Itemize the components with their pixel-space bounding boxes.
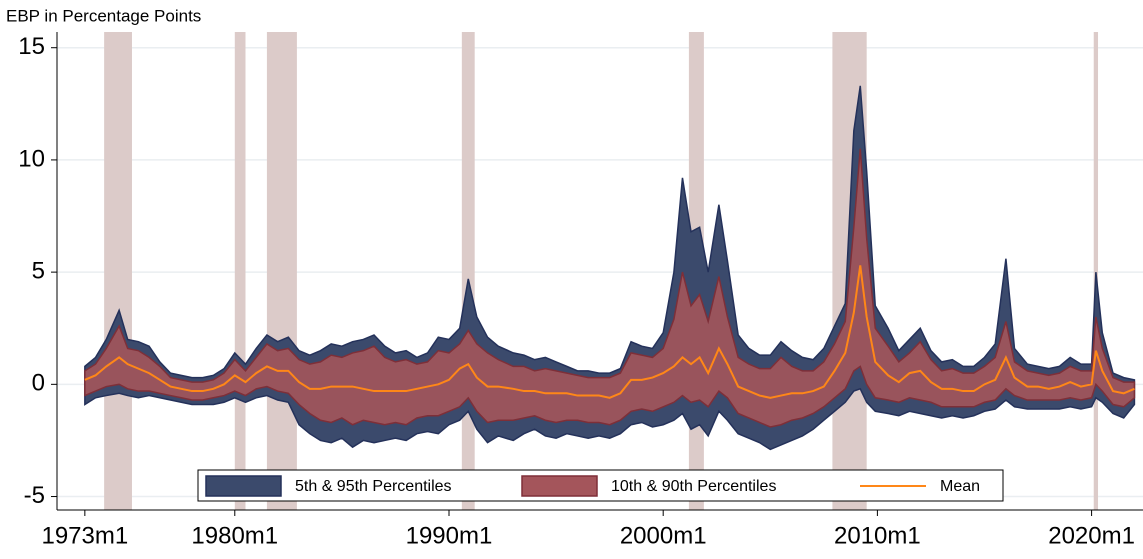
recession-shade	[461, 32, 475, 510]
y-tick-label: 15	[18, 33, 45, 60]
band-area	[84, 148, 1136, 428]
mean-line	[84, 265, 1135, 399]
legend-swatch	[205, 475, 282, 497]
x-tick-label: 2020m1	[1048, 522, 1135, 549]
x-tick-label: 1973m1	[41, 522, 128, 549]
recession-shade	[104, 32, 132, 510]
legend-label: Mean	[940, 478, 980, 495]
x-tick-label: 2010m1	[834, 522, 921, 549]
legend-swatch	[521, 475, 598, 497]
recession-shade	[234, 32, 246, 510]
x-tick-label: 1980m1	[191, 522, 278, 549]
legend-label: 10th & 90th Percentiles	[611, 478, 776, 495]
recession-shade	[266, 32, 297, 510]
recession-shade	[1093, 32, 1099, 510]
legend-label: 5th & 95th Percentiles	[295, 478, 452, 495]
y-tick-label: 5	[32, 257, 45, 284]
axis-title: EBP in Percentage Points	[6, 6, 201, 25]
x-tick-label: 1990m1	[406, 522, 493, 549]
y-tick-label: -5	[24, 482, 45, 509]
y-tick-label: 10	[18, 145, 45, 172]
x-tick-label: 2000m1	[620, 522, 707, 549]
y-tick-label: 0	[32, 370, 45, 397]
